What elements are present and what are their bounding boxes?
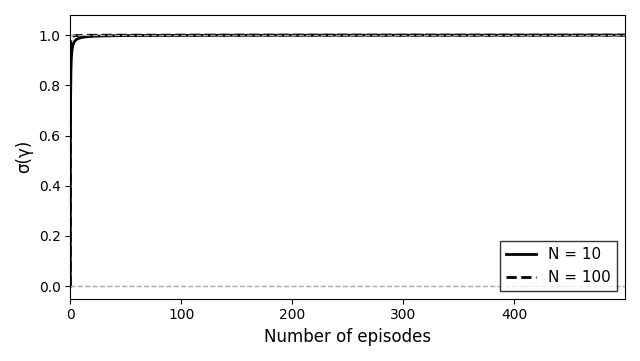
Y-axis label: σ(γ): σ(γ): [15, 140, 33, 174]
Line: N = 10: N = 10: [70, 35, 625, 286]
N = 100: [450, 33, 458, 37]
Legend: N = 10, N = 100: N = 10, N = 100: [500, 241, 618, 291]
N = 100: [621, 33, 629, 37]
N = 10: [334, 33, 342, 37]
Line: N = 100: N = 100: [70, 35, 625, 286]
N = 10: [621, 33, 629, 37]
N = 100: [585, 33, 593, 37]
N = 100: [175, 33, 182, 37]
N = 100: [67, 284, 74, 288]
N = 10: [585, 33, 593, 37]
N = 10: [566, 33, 574, 37]
N = 100: [566, 33, 574, 37]
N = 10: [581, 33, 589, 37]
N = 100: [581, 33, 589, 37]
N = 100: [334, 33, 342, 37]
N = 10: [67, 284, 74, 288]
N = 10: [175, 33, 182, 38]
N = 10: [450, 33, 458, 37]
X-axis label: Number of episodes: Number of episodes: [264, 328, 431, 346]
